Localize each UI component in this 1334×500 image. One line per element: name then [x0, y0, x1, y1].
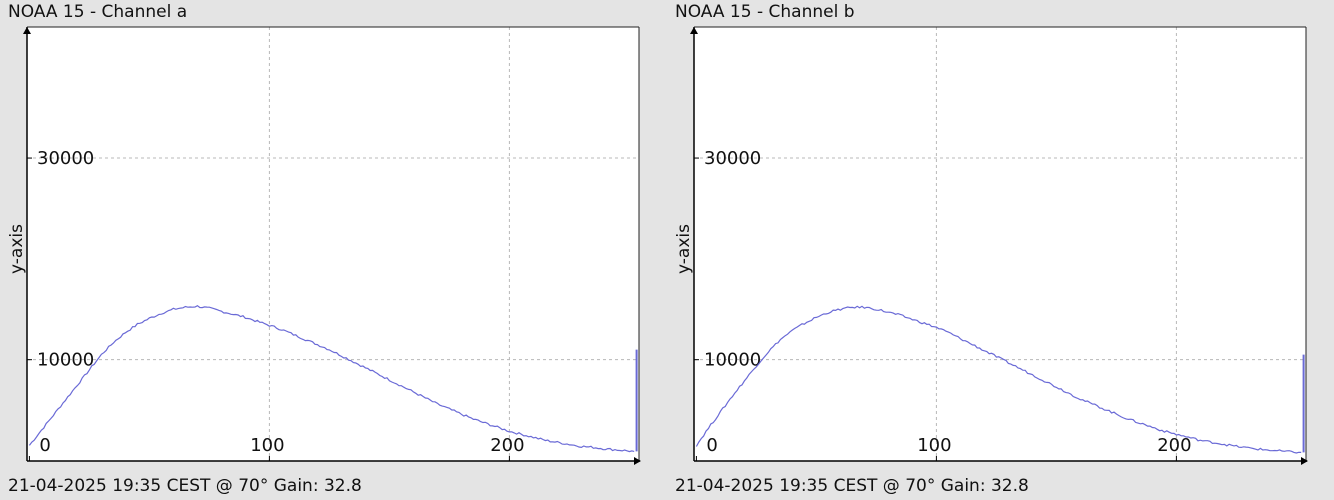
chart-footer-info: 21-04-2025 19:35 CEST @ 70° Gain: 32.8 [675, 476, 1029, 496]
series-line [695, 305, 1302, 454]
line-chart-channel-a: 0 100 200 10000 30000 y-axis [7, 26, 641, 465]
x-tick-label: 100 [917, 435, 951, 456]
y-tick-label: 30000 [37, 148, 94, 169]
x-tick-label: 0 [39, 435, 50, 456]
y-tick-label: 30000 [704, 148, 761, 169]
y-axis-arrow [23, 27, 31, 34]
y-axis-label: y-axis [674, 224, 694, 274]
x-tick-label: 200 [1157, 435, 1191, 456]
chart-panel-channel-a: NOAA 15 - Channel a 0 100 200 10000 30000 y-a… [7, 2, 641, 496]
chart-panel-channel-b: NOAA 15 - Channel b 0 100 200 10000 30000 y-a… [667, 0, 1334, 500]
y-axis-label: y-axis [7, 224, 27, 274]
x-tick-label: 200 [490, 435, 524, 456]
chart-footer-info: 21-04-2025 19:35 CEST @ 70° Gain: 32.8 [8, 476, 362, 496]
chart-title: NOAA 15 - Channel b [675, 2, 855, 22]
x-axis-arrow [634, 457, 641, 465]
x-axis-arrow [1301, 457, 1308, 465]
line-chart-channel-b: 0 100 200 10000 30000 y-axis [674, 26, 1308, 465]
plot-area [694, 27, 1306, 461]
y-tick-label: 10000 [704, 350, 761, 371]
chart-title: NOAA 15 - Channel a [8, 2, 188, 22]
x-tick-label: 0 [706, 435, 717, 456]
x-tick-label: 100 [250, 435, 284, 456]
y-axis-arrow [690, 27, 698, 34]
y-tick-label: 10000 [37, 350, 94, 371]
plot-area [27, 27, 639, 461]
series-line [28, 304, 635, 453]
